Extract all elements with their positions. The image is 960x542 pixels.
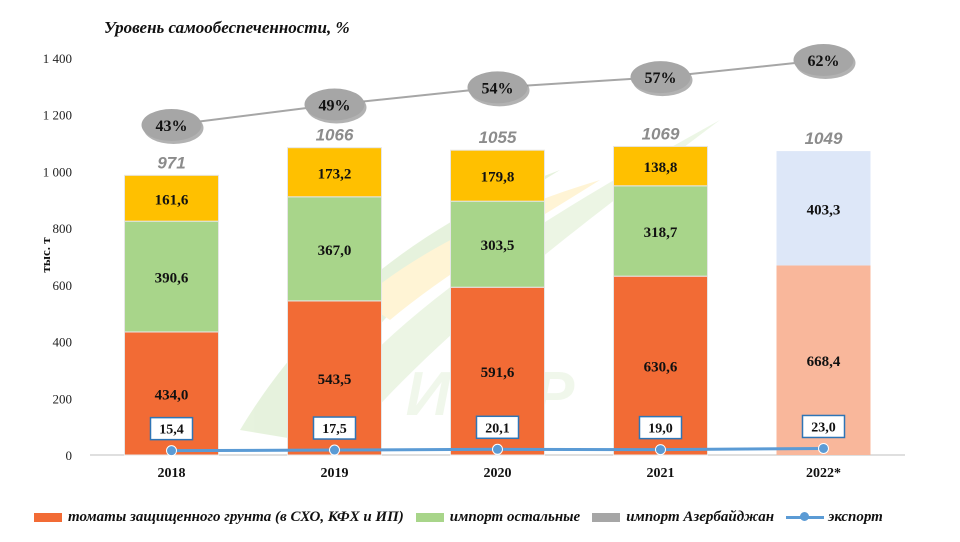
export-point [329, 444, 340, 456]
export-label-box [475, 415, 520, 440]
x-tick-label: 2021 [647, 466, 675, 481]
legend-item-tomatoes: томаты защищенного грунта (в СХО, КФХ и … [34, 509, 404, 526]
legend-swatch-import-other [415, 512, 444, 522]
legend-swatch-export [786, 510, 825, 524]
y-tick-label: 0 [66, 448, 73, 463]
y-tick-label: 800 [53, 221, 73, 236]
self-sufficiency-label: 54% [482, 80, 514, 97]
legend-item-export: экспорт [786, 509, 883, 526]
export-point [492, 443, 503, 455]
export-point [818, 442, 829, 454]
legend-item-import-azerbaijan: импорт Азербайджан [592, 509, 774, 526]
y-tick-label: 200 [53, 391, 73, 406]
bar-label-import-other: 318,7 [644, 225, 678, 241]
bar-label-import-azerbaijan: 173,2 [318, 166, 352, 182]
export-label: 19,0 [648, 422, 673, 437]
export-label-box [149, 416, 194, 441]
bar-import-other [287, 196, 382, 302]
bar-import-azerbaijan [450, 149, 545, 202]
bar-label-tomatoes: 591,6 [481, 365, 515, 381]
bar-import-azerbaijan [287, 147, 382, 198]
export-label: 15,4 [159, 423, 184, 438]
bar-total-label: 1055 [479, 128, 517, 147]
self-sufficiency-bubble [141, 109, 202, 141]
legend: томаты защищенного грунта (в СХО, КФХ и … [34, 506, 954, 528]
bar-label-import-other: 390,6 [155, 271, 189, 287]
y-axis-title: тыс. т [38, 237, 53, 273]
self-sufficiency-label: 62% [808, 53, 840, 70]
y-tick-label: 1 000 [43, 164, 72, 179]
legend-label-tomatoes: томаты защищенного грунта (в СХО, КФХ и … [68, 508, 404, 525]
bar-import-azerbaijan [613, 145, 708, 187]
bar-total-label: 1066 [316, 126, 354, 145]
x-tick-label: 2020 [484, 466, 512, 481]
bar-label-tomatoes: 543,5 [318, 372, 352, 388]
export-point [166, 445, 177, 457]
export-label: 23,0 [811, 420, 836, 435]
legend-label-import-azerbaijan: импорт Азербайджан [626, 508, 775, 525]
export-label-box [638, 415, 683, 440]
bar-label-tomatoes: 668,4 [807, 354, 841, 370]
export-point [655, 444, 666, 456]
legend-item-import-other: импорт остальные [415, 508, 581, 526]
legend-swatch-tomatoes [34, 512, 62, 522]
bar-import-other [613, 185, 708, 277]
bar-label-import-azerbaijan: 138,8 [644, 160, 678, 176]
self-sufficiency-bubble [793, 44, 854, 76]
legend-label-import-other: импорт остальные [449, 508, 581, 525]
y-tick-label: 1 400 [43, 51, 72, 66]
legend-label-export: экспорт [828, 508, 883, 525]
bar-total-label: 971 [157, 153, 185, 172]
self-sufficiency-label: 43% [156, 118, 188, 135]
bar-label-import-azerbaijan: 161,6 [155, 192, 189, 208]
bar-import-other [450, 200, 545, 288]
self-sufficiency-label: 49% [319, 97, 351, 114]
bar-import-azerbaijan [124, 174, 219, 222]
bar-label-import-other: 367,0 [318, 243, 352, 259]
self-sufficiency-bubble [304, 88, 365, 121]
x-tick-label: 2022* [806, 466, 841, 481]
self-sufficiency-bubble [467, 71, 528, 104]
bar-label-import-other: 403,3 [807, 202, 841, 218]
bar-label-import-other: 303,5 [481, 238, 515, 254]
bar-import-other [776, 151, 871, 266]
self-sufficiency-label: 57% [645, 70, 677, 87]
bar-label-import-azerbaijan: 179,8 [481, 170, 515, 186]
y-tick-label: 600 [53, 278, 73, 293]
x-tick-label: 2018 [158, 466, 186, 481]
export-label: 20,1 [485, 421, 510, 436]
watermark-leaf [300, 120, 720, 450]
export-label-box [312, 416, 357, 440]
chart-title: Уровень самообеспеченности, % [104, 18, 350, 37]
bar-label-tomatoes: 630,6 [644, 360, 678, 376]
export-label: 17,5 [322, 422, 347, 437]
y-tick-label: 400 [53, 335, 73, 350]
self-sufficiency-bubble [630, 61, 691, 94]
bar-total-label: 1049 [805, 129, 843, 148]
x-tick-label: 2019 [321, 466, 349, 481]
y-tick-label: 1 200 [43, 108, 72, 123]
legend-swatch-import-azerbaijan [592, 512, 621, 522]
export-label-box [801, 414, 846, 439]
bar-total-label: 1069 [642, 124, 680, 143]
bar-label-tomatoes: 434,0 [155, 387, 189, 403]
